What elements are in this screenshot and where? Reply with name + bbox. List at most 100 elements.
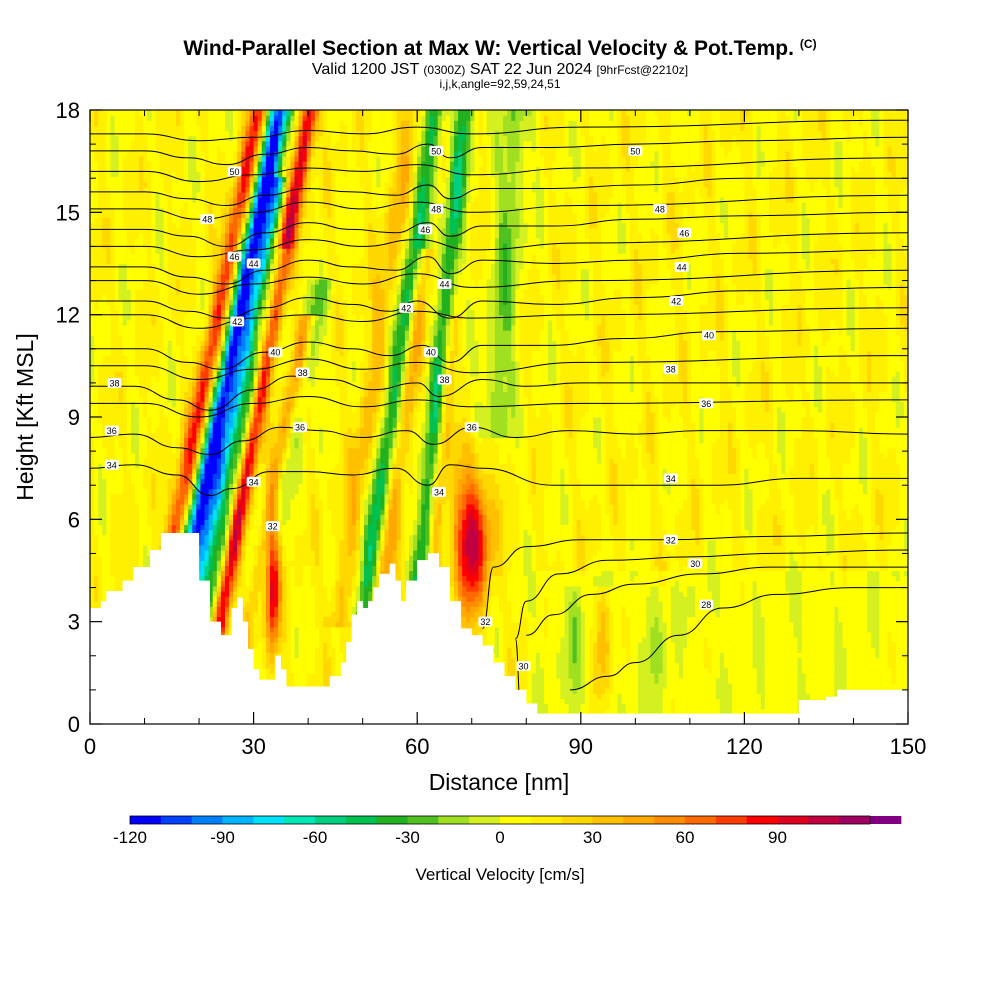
- velocity-cell-2991: [188, 150, 193, 157]
- velocity-cell-706: [110, 176, 116, 183]
- velocity-cell-1183: [126, 191, 132, 198]
- velocity-cell-3564: [208, 289, 214, 295]
- velocity-cell-4174: [229, 237, 234, 244]
- velocity-cell-437: [102, 324, 107, 331]
- velocity-cell-4147: [229, 376, 234, 382]
- velocity-cell-1909: [151, 161, 157, 167]
- velocity-cell-4152: [229, 350, 234, 357]
- velocity-cell-3900: [220, 411, 226, 418]
- velocity-cell-3537: [208, 427, 214, 433]
- velocity-cell-2582: [175, 401, 181, 408]
- velocity-cell-4856: [253, 432, 259, 439]
- velocity-cell-1847: [151, 478, 157, 485]
- velocity-cell-2755: [179, 130, 185, 137]
- velocity-cell-756: [114, 534, 120, 541]
- velocity-cell-3671: [212, 355, 218, 362]
- velocity-cell-53: [90, 447, 95, 454]
- velocity-cell-2627: [175, 171, 181, 178]
- velocity-cell-4896: [253, 227, 259, 234]
- velocity-cell-3807: [216, 273, 222, 280]
- velocity-cell-403: [102, 498, 107, 505]
- velocity-cell-2123: [159, 294, 165, 300]
- velocity-cell-4355: [237, 539, 242, 546]
- velocity-cell-4842: [253, 503, 259, 510]
- velocity-cell-4963: [257, 498, 263, 505]
- velocity-cell-4504: [241, 391, 247, 398]
- velocity-cell-4166: [229, 278, 234, 285]
- velocity-cell-1760: [147, 309, 152, 316]
- velocity-cell-1558: [139, 115, 144, 121]
- velocity-cell-4273: [233, 345, 238, 352]
- velocity-cell-1166: [126, 278, 132, 285]
- velocity-cell-27: [90, 580, 95, 587]
- velocity-cell-954: [118, 135, 124, 142]
- velocity-cell-4280: [233, 309, 238, 316]
- velocity-cell-4876: [253, 330, 259, 336]
- velocity-cell-1151: [126, 355, 132, 362]
- velocity-cell-4380: [237, 411, 242, 418]
- velocity-cell-1880: [151, 309, 157, 316]
- velocity-cell-36: [90, 534, 95, 541]
- velocity-cell-2381: [167, 202, 173, 208]
- velocity-cell-4127: [229, 478, 234, 485]
- velocity-cell-2130: [159, 258, 165, 265]
- velocity-cell-272: [98, 555, 103, 561]
- velocity-cell-3880: [220, 514, 226, 520]
- velocity-cell-4943: [257, 601, 263, 607]
- velocity-cell-3989: [224, 570, 230, 577]
- velocity-cell-3526: [208, 483, 214, 490]
- velocity-cell-2388: [167, 166, 173, 172]
- velocity-cell-1672: [143, 145, 148, 152]
- velocity-cell-4911: [253, 150, 259, 157]
- velocity-cell-184: [94, 391, 99, 398]
- velocity-cell-4348: [237, 575, 242, 582]
- velocity-cell-4667: [245, 171, 251, 178]
- velocity-cell-3699: [212, 212, 218, 219]
- velocity-cell-2149: [159, 161, 165, 167]
- velocity-cell-4614: [245, 442, 251, 449]
- velocity-cell-3779: [216, 417, 222, 423]
- velocity-cell-1308: [130, 166, 136, 172]
- velocity-cell-62: [90, 401, 95, 408]
- velocity-cell-4635: [245, 335, 251, 341]
- velocity-cell-4702: [249, 606, 255, 613]
- velocity-cell-4415: [237, 232, 242, 239]
- velocity-cell-3321: [200, 304, 206, 311]
- velocity-cell-1715: [147, 539, 152, 546]
- velocity-cell-4305: [233, 181, 238, 188]
- velocity-cell-1637: [143, 324, 148, 331]
- velocity-cell-659: [110, 417, 116, 423]
- velocity-cell-4385: [237, 386, 242, 393]
- velocity-cell-3203: [196, 294, 202, 300]
- velocity-cell-270: [98, 565, 103, 572]
- velocity-cell-2821: [184, 406, 189, 413]
- velocity-cell-2035: [155, 130, 161, 137]
- velocity-cell-1135: [126, 437, 132, 444]
- velocity-cell-1402: [134, 299, 140, 306]
- velocity-cell-808: [114, 268, 120, 275]
- velocity-cell-4078: [224, 115, 230, 121]
- velocity-cell-2368: [167, 268, 173, 275]
- velocity-cell-3211: [196, 253, 202, 259]
- velocity-cell-4611: [245, 457, 251, 464]
- velocity-cell-3786: [216, 381, 222, 387]
- velocity-cell-1559: [139, 110, 144, 116]
- velocity-cell-2089: [159, 468, 165, 474]
- velocity-cell-3094: [192, 237, 197, 244]
- velocity-cell-2349: [167, 365, 173, 372]
- velocity-cell-2339: [167, 417, 173, 423]
- velocity-cell-2258: [163, 217, 169, 224]
- velocity-cell-453: [102, 243, 107, 249]
- velocity-cell-682: [110, 299, 116, 306]
- velocity-cell-3922: [220, 299, 226, 306]
- velocity-cell-3745: [216, 590, 222, 597]
- velocity-cell-1262: [130, 401, 136, 408]
- velocity-cell-4001: [224, 509, 230, 515]
- velocity-cell-2930: [188, 463, 193, 469]
- velocity-cell-1059: [122, 212, 128, 219]
- velocity-cell-2753: [179, 140, 185, 147]
- velocity-cell-2849: [184, 263, 189, 270]
- velocity-cell-687: [110, 273, 116, 280]
- velocity-cell-2081: [159, 509, 165, 515]
- velocity-cell-175: [94, 437, 99, 444]
